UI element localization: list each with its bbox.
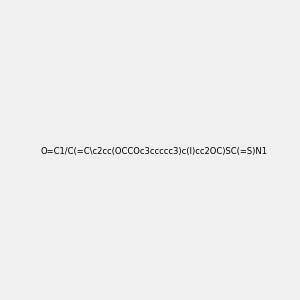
Text: O=C1/C(=C\c2cc(OCCOc3ccccc3)c(I)cc2OC)SC(=S)N1: O=C1/C(=C\c2cc(OCCOc3ccccc3)c(I)cc2OC)SC…: [40, 147, 267, 156]
